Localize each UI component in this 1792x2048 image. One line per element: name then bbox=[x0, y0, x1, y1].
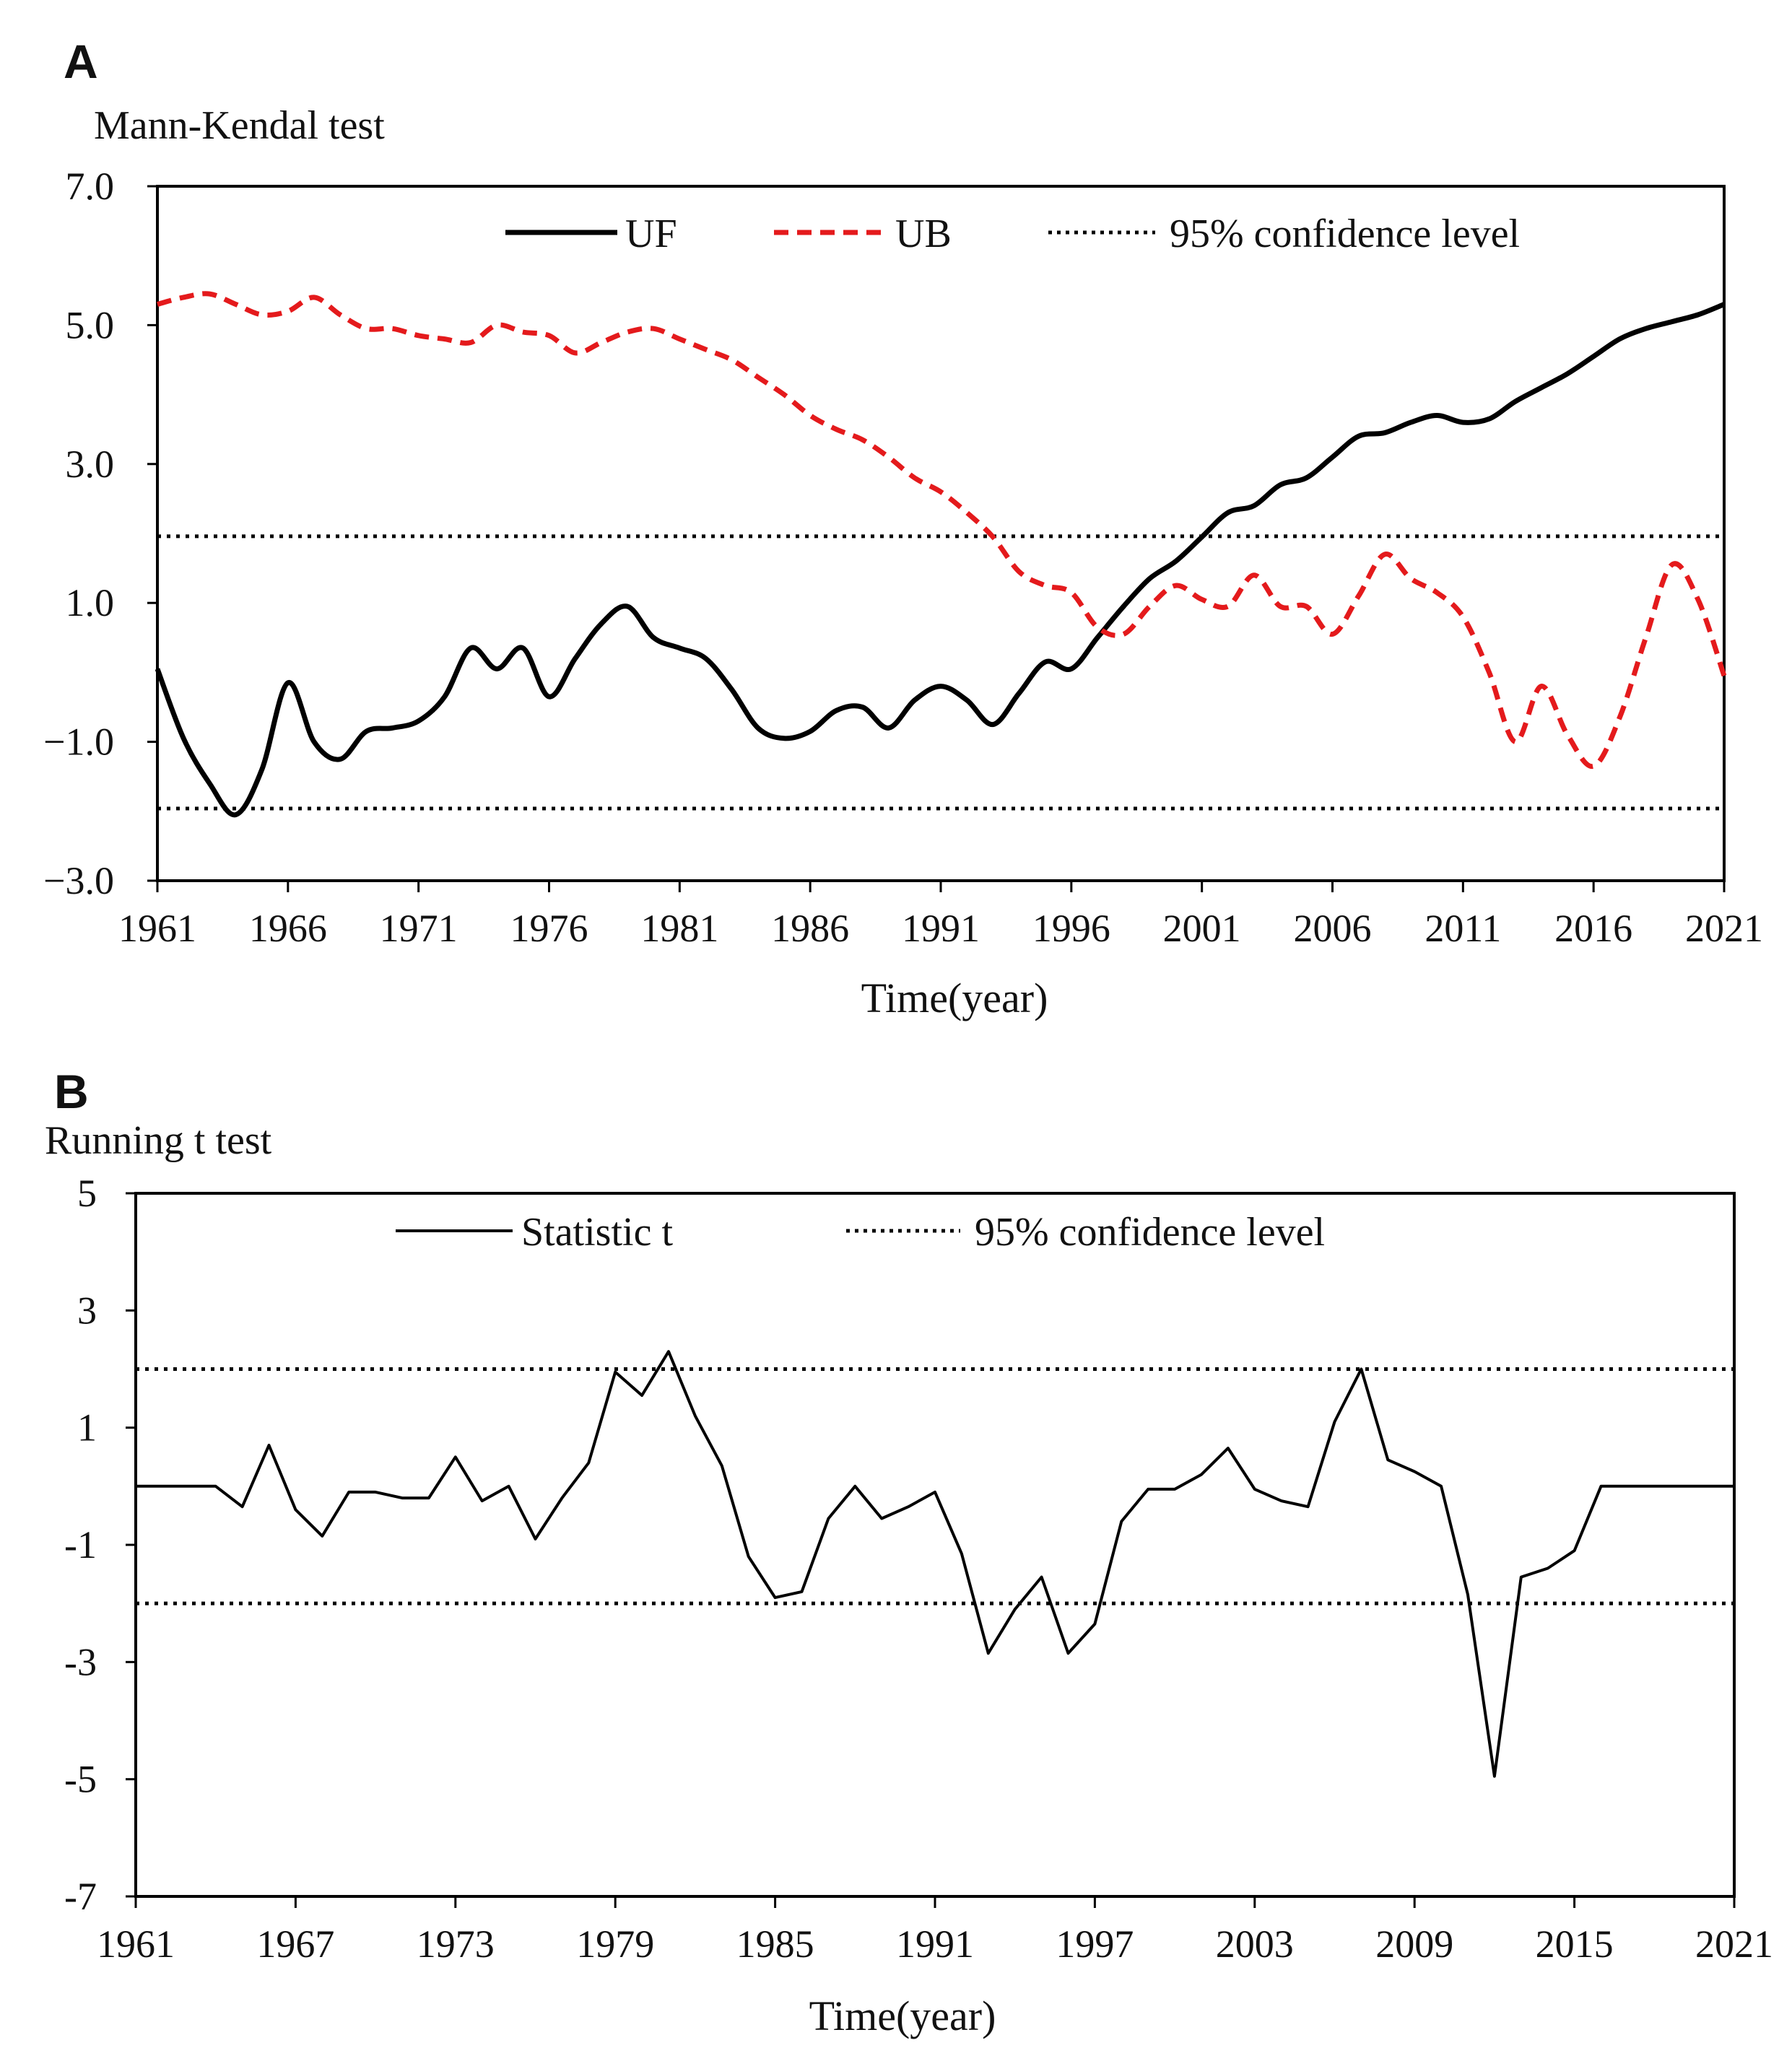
y-tick-label: -1 bbox=[64, 1523, 97, 1566]
legend-a-conf-label: 95% confidence level bbox=[1170, 212, 1520, 256]
legend-ub-label: UB bbox=[895, 212, 952, 256]
panel-b-letter: B bbox=[54, 1065, 89, 1118]
panel-a-x-axis: 1961 1966 1971 1976 1981 1986 1991 1996 2001 2006… bbox=[118, 881, 1763, 950]
x-tick-label: 1997 bbox=[1056, 1922, 1134, 1966]
panel-b-x-axis: 1961 1967 1973 1979 1985 1991 1997 2003 2009 2015… bbox=[97, 1896, 1773, 1966]
x-tick-label: 2006 bbox=[1294, 907, 1372, 950]
panel-b-xlabel: Time(year) bbox=[809, 1992, 996, 2039]
series-statistic-t-line bbox=[136, 1350, 1734, 1778]
panel-a-confidence-lines bbox=[157, 534, 1724, 811]
x-tick-label: 1991 bbox=[896, 1922, 974, 1966]
x-tick-label: 1966 bbox=[249, 907, 327, 950]
y-tick-label: 1 bbox=[77, 1406, 97, 1450]
panel-a-xlabel: Time(year) bbox=[861, 975, 1048, 1021]
x-tick-label: 2016 bbox=[1554, 907, 1632, 950]
x-tick-label: 1986 bbox=[771, 907, 849, 950]
x-tick-label: 1967 bbox=[256, 1922, 334, 1966]
legend-b-conf-label: 95% confidence level bbox=[975, 1210, 1325, 1255]
x-tick-label: 1996 bbox=[1032, 907, 1110, 950]
panel-a-ylabel: Mann-Kendal test bbox=[94, 103, 385, 148]
x-tick-label: 1973 bbox=[417, 1922, 495, 1966]
y-tick-label: −3.0 bbox=[43, 859, 114, 902]
x-tick-label: 2003 bbox=[1216, 1922, 1294, 1966]
x-tick-label: 1979 bbox=[576, 1922, 654, 1966]
y-tick-label: 3 bbox=[77, 1289, 97, 1332]
panel-a-y-axis: 7.0 5.0 3.0 1.0 −1.0 −3.0 bbox=[43, 165, 157, 902]
x-tick-label: 2015 bbox=[1536, 1922, 1614, 1966]
y-tick-label: -3 bbox=[64, 1640, 97, 1683]
y-tick-label: 1.0 bbox=[66, 581, 115, 624]
panel-b-plot-frame bbox=[134, 1192, 1736, 1898]
panel-b-ylabel: Running t test bbox=[45, 1118, 272, 1163]
x-tick-label: 1976 bbox=[510, 907, 588, 950]
x-tick-label: 2021 bbox=[1695, 1922, 1773, 1966]
y-tick-label: -5 bbox=[64, 1758, 97, 1801]
x-tick-label: 1971 bbox=[380, 907, 458, 950]
y-tick-label: 5 bbox=[77, 1172, 97, 1215]
x-tick-label: 1991 bbox=[902, 907, 980, 950]
x-tick-label: 2009 bbox=[1375, 1922, 1453, 1966]
x-tick-label: 1985 bbox=[736, 1922, 814, 1966]
y-tick-label: 3.0 bbox=[66, 443, 115, 486]
panel-a: A Mann-Kendal test 7.05.03.01.0−1.0−3.0 … bbox=[43, 35, 1763, 1021]
legend-stat-label: Statistic t bbox=[521, 1210, 673, 1255]
x-tick-label: 2011 bbox=[1425, 907, 1501, 950]
series-uf-line bbox=[155, 302, 1726, 818]
x-tick-label: 1981 bbox=[640, 907, 718, 950]
panel-b-y-axis: 5 3 1 -1 -3 -5 -7 bbox=[64, 1172, 136, 1918]
y-tick-label: −1.0 bbox=[43, 720, 114, 764]
panel-b: B Running t test 5 3 1 -1 -3 -5 -7 1961 1967 197… bbox=[45, 1065, 1773, 2039]
panel-b-series bbox=[136, 1350, 1734, 1778]
panel-a-series bbox=[155, 291, 1727, 818]
y-tick-label: 5.0 bbox=[66, 303, 115, 347]
x-tick-label: 1961 bbox=[118, 907, 196, 950]
legend-uf-label: UF bbox=[625, 212, 677, 256]
y-tick-label: -7 bbox=[64, 1875, 97, 1918]
panel-b-confidence-lines bbox=[136, 1367, 1734, 1605]
x-tick-label: 1961 bbox=[97, 1922, 175, 1966]
y-tick-label: 7.0 bbox=[66, 165, 115, 208]
series-ub-line bbox=[157, 291, 1727, 769]
panel-a-letter: A bbox=[64, 35, 98, 88]
x-tick-label: 2001 bbox=[1163, 907, 1241, 950]
panel-a-plot-frame bbox=[156, 185, 1726, 882]
panel-a-legend: UF UB 95% confidence level bbox=[505, 212, 1520, 256]
x-tick-label: 2021 bbox=[1685, 907, 1763, 950]
panel-b-legend: Statistic t 95% confidence level bbox=[396, 1210, 1325, 1255]
